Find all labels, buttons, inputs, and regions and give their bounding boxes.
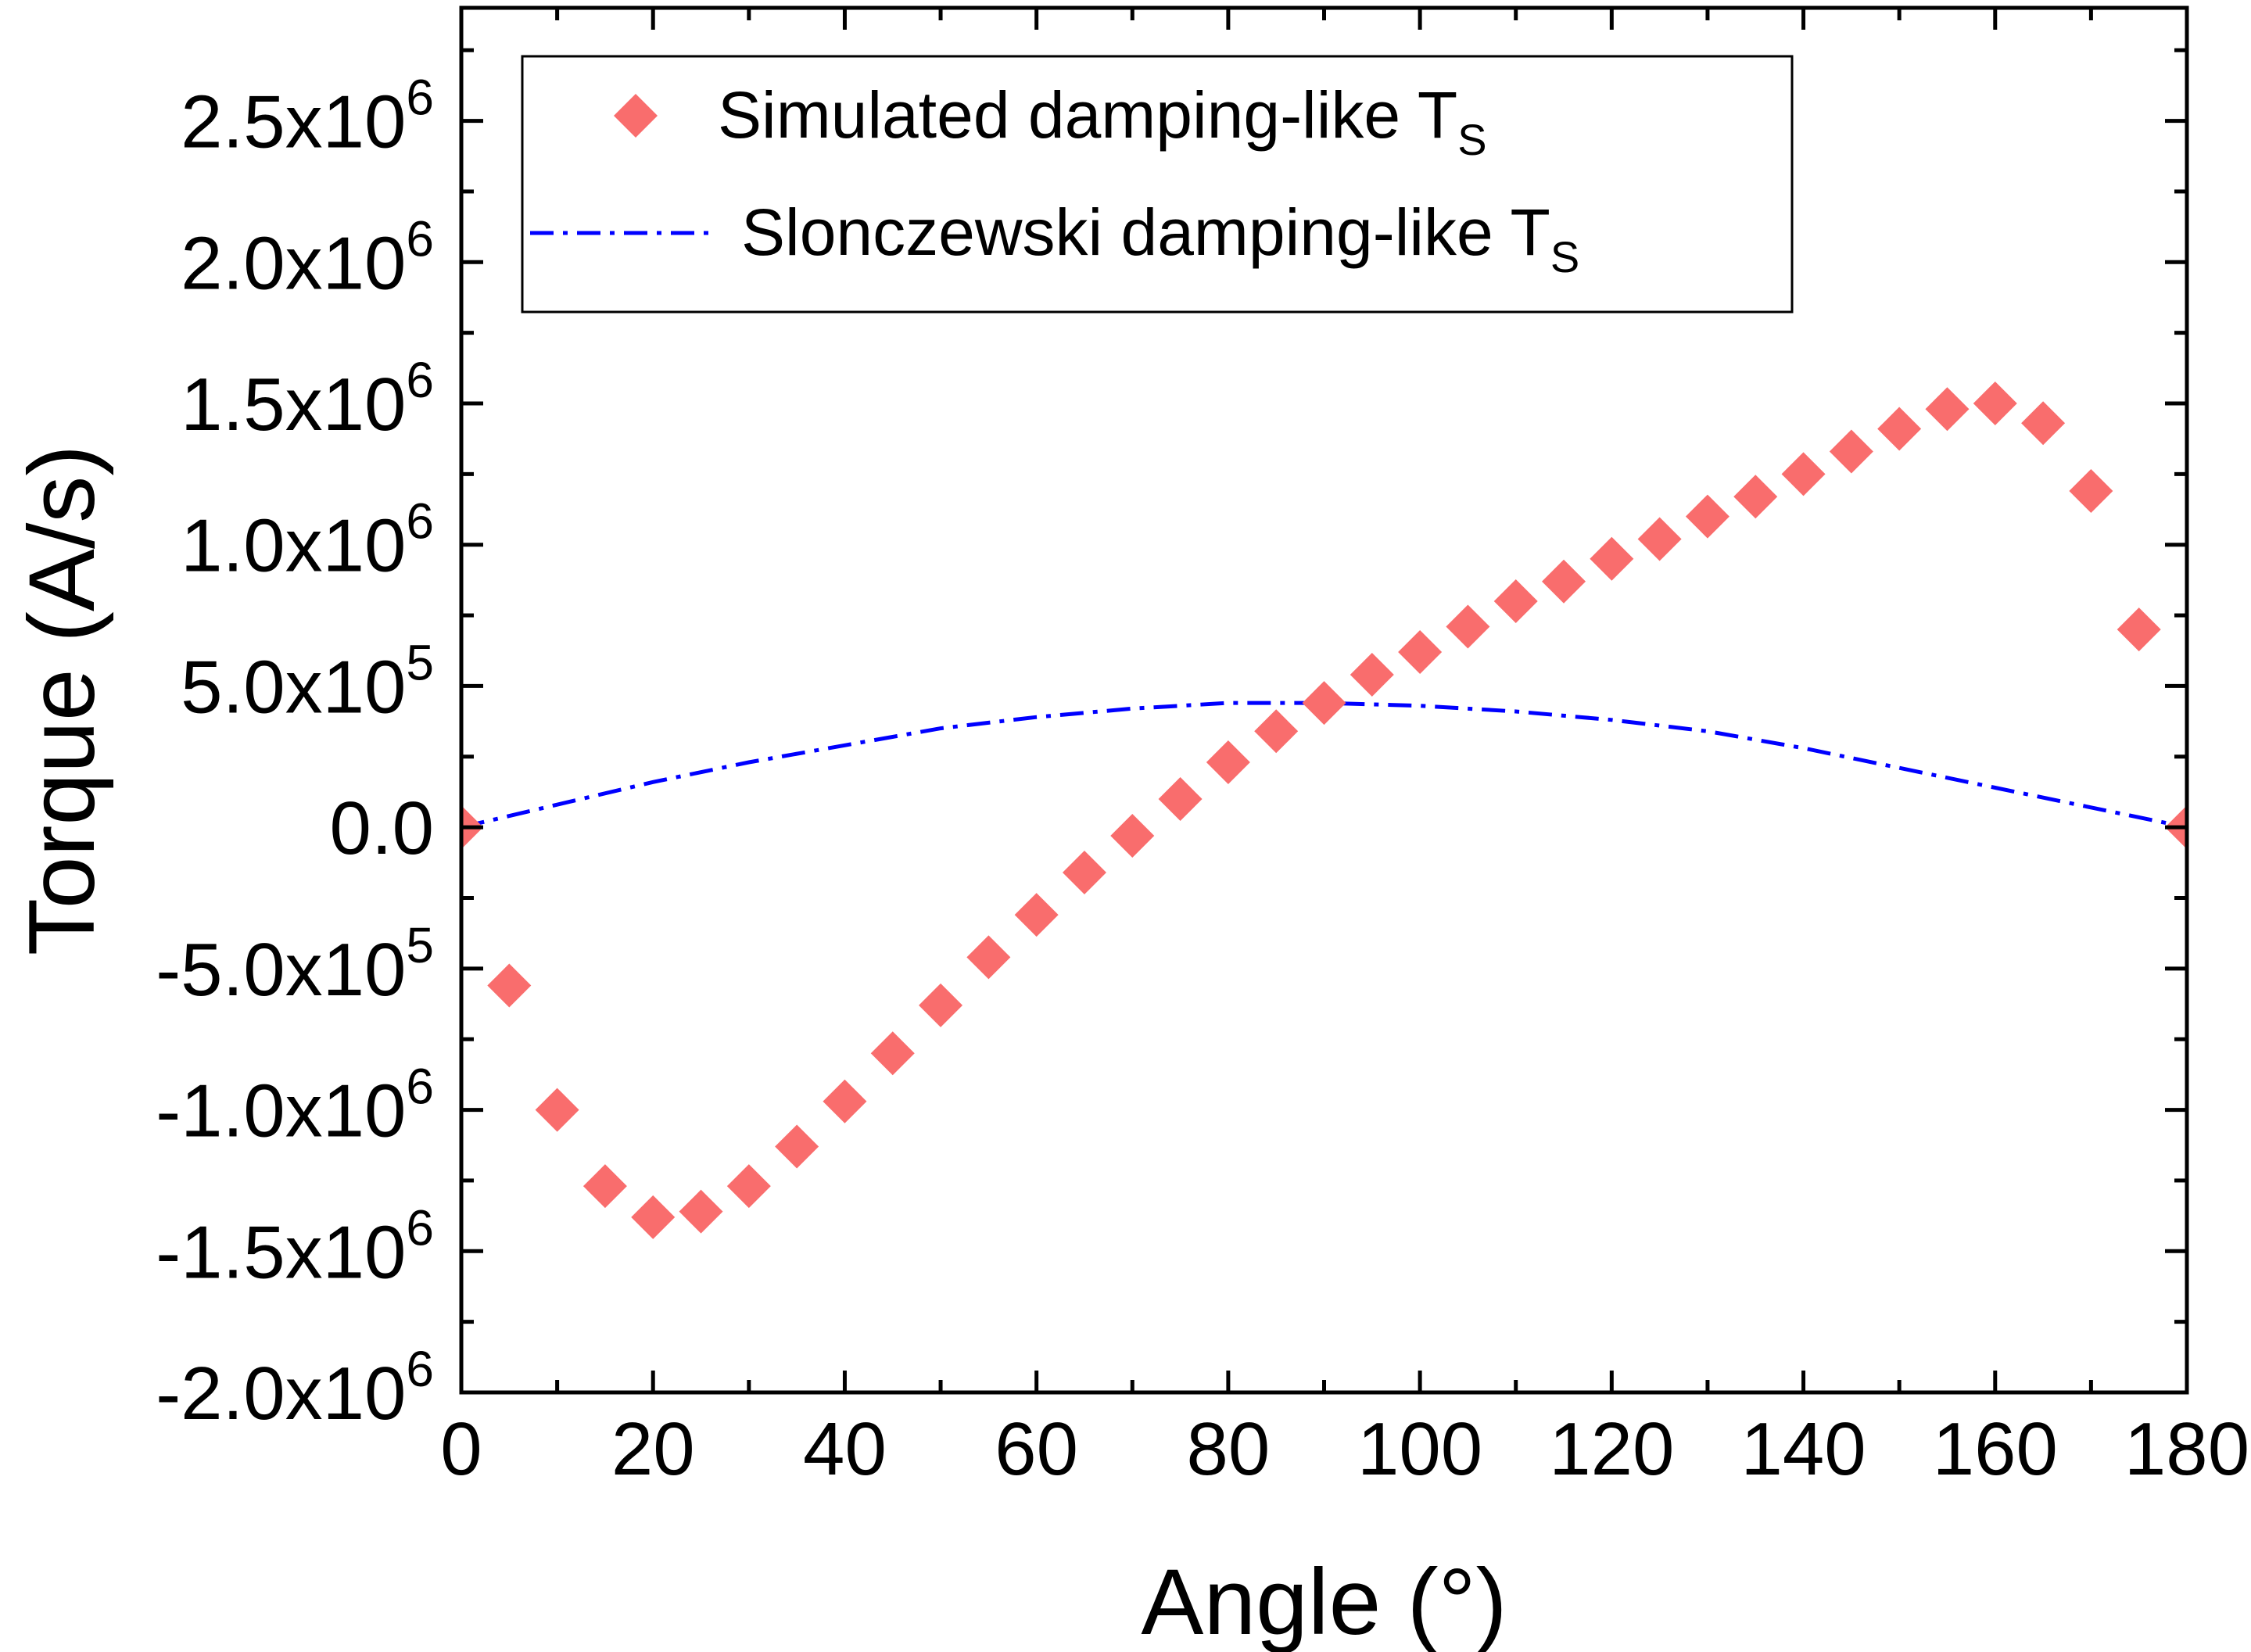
y-tick-label: 1.0x106 (181, 493, 434, 588)
y-axis-title: Torque (A/s) (9, 445, 114, 956)
x-tick-labels: 0 20 40 60 80 100 120 140 160 180 (440, 1407, 2249, 1491)
data-point-diamond (1254, 709, 1299, 754)
y-tick-label: -5.0x105 (156, 917, 434, 1012)
data-point-diamond (2117, 607, 2161, 652)
data-point-diamond (631, 1195, 676, 1239)
data-point-diamond (1493, 579, 1538, 623)
data-point-diamond (726, 1164, 771, 1209)
data-point-diamond (1877, 407, 1922, 451)
x-axis-title: Angle (°) (1141, 1550, 1507, 1652)
simulated-points (461, 382, 2187, 1239)
data-point-diamond (1637, 517, 1682, 561)
data-point-diamond (1302, 681, 1346, 726)
legend-entry-slonczewski-name: Slonczewski damping-like T (741, 195, 1550, 269)
data-point-diamond (1110, 813, 1155, 858)
slonczewski-line (461, 701, 2187, 830)
data-point-diamond (1685, 494, 1729, 539)
data-point-diamond (535, 1088, 579, 1132)
y-tick-label: 2.5x106 (181, 70, 434, 164)
data-point-diamond (1973, 382, 2017, 425)
data-point-diamond (487, 963, 532, 1008)
data-point-diamond (1350, 652, 1394, 697)
y-tick-label: 5.0x105 (181, 634, 434, 729)
data-point-diamond (679, 1189, 723, 1234)
x-tick-label: 100 (1357, 1407, 1482, 1491)
x-tick-label: 0 (440, 1407, 482, 1491)
x-tick-label: 140 (1740, 1407, 1866, 1491)
data-point-diamond (1781, 452, 1826, 496)
legend-entry-simulated-name: Simulated damping-like T (718, 78, 1457, 152)
y-tick-label: -1.5x106 (156, 1199, 434, 1294)
x-tick-label: 120 (1549, 1407, 1674, 1491)
y-tick-label: 0.0 (330, 787, 434, 870)
y-tick-label: 1.5x106 (181, 352, 434, 446)
data-point-diamond (2069, 469, 2113, 514)
x-tick-label: 40 (803, 1407, 887, 1491)
data-point-diamond (1158, 777, 1203, 821)
data-point-diamond (1829, 429, 1873, 474)
legend: Simulated damping-like TS Slonczewski da… (521, 55, 1794, 314)
data-point-diamond (966, 935, 1011, 980)
legend-entry-simulated-subscript: S (1457, 115, 1486, 164)
data-point-diamond (823, 1079, 867, 1123)
x-tick-label: 60 (995, 1407, 1078, 1491)
y-tick-label: -1.0x106 (156, 1059, 434, 1153)
y-tick-labels: 2.5x106 2.0x106 1.5x106 1.0x106 5.0x105 0.0 -5… (156, 70, 434, 1435)
legend-entry-simulated: Simulated damping-like TS (718, 78, 1487, 164)
data-point-diamond (1206, 740, 1250, 785)
data-point-diamond (1014, 893, 1059, 937)
data-point-diamond (1398, 630, 1443, 675)
ticks-layer (459, 8, 2189, 1395)
x-tick-label: 20 (611, 1407, 695, 1491)
x-tick-label: 160 (1933, 1407, 2058, 1491)
legend-box (521, 55, 1794, 314)
data-point-diamond (2021, 401, 2066, 446)
data-point-diamond (1733, 475, 1778, 519)
data-point-diamond (919, 983, 963, 1027)
data-point-diamond (1062, 850, 1106, 894)
data-point-diamond (1590, 536, 1634, 581)
x-tick-label: 80 (1186, 1407, 1270, 1491)
y-tick-label: 2.0x106 (181, 210, 434, 305)
data-point-diamond (775, 1124, 819, 1169)
legend-marker-diamond (614, 94, 658, 138)
data-point-diamond (1925, 387, 1970, 432)
y-tick-label: -2.0x106 (156, 1341, 434, 1435)
data-point-diamond (870, 1031, 915, 1076)
x-tick-label: 180 (2124, 1407, 2249, 1491)
legend-entry-slonczewski-subscript: S (1550, 232, 1579, 281)
data-point-diamond (1446, 604, 1490, 649)
legend-entry-slonczewski: Slonczewski damping-like TS (741, 195, 1579, 281)
series-layer (461, 382, 2187, 1239)
data-point-diamond (582, 1164, 627, 1209)
data-point-diamond (1542, 559, 1586, 604)
